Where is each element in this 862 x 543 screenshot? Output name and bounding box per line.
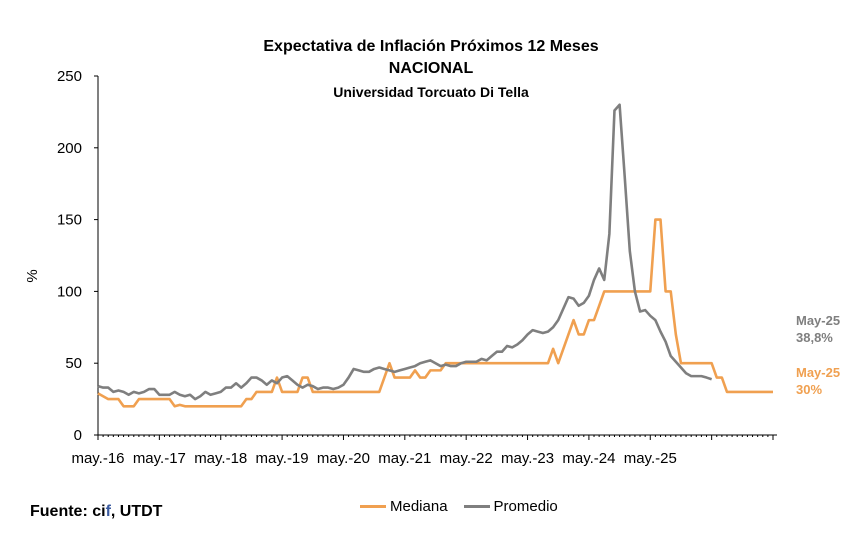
source-prefix: Fuente: (30, 503, 93, 520)
end-labels: May-25 30% May-25 38,8% (796, 313, 840, 397)
x-tick-label: may.-16 (71, 450, 124, 467)
x-tick-label: may.-22 (440, 450, 493, 467)
x-tick-label: may.-21 (378, 450, 431, 467)
legend-swatch-promedio (463, 505, 490, 508)
series-line-mediana (97, 218, 773, 408)
x-tick-label: may.-25 (624, 450, 677, 467)
legend-item-mediana: Mediana (360, 498, 448, 515)
y-axis: 0 50 100 150 200 250% (24, 68, 99, 444)
y-tick-label: 150 (57, 212, 82, 229)
x-tick-label: may.-19 (256, 450, 309, 467)
chart-title: Expectativa de Inflación Próximos 12 Mes… (263, 38, 599, 55)
source-suffix: , UTDT (110, 503, 163, 520)
y-tick-label: 0 (74, 427, 82, 444)
legend-label-mediana: Mediana (390, 498, 448, 515)
source-cif-f: f (105, 503, 111, 520)
chart-subtitle: NACIONAL (388, 60, 474, 77)
end-label-promedio: 38,8% (796, 330, 833, 345)
series-layer (97, 103, 773, 408)
legend-swatch-mediana (360, 505, 386, 508)
end-label-mediana: 30% (796, 382, 822, 397)
y-tick-label: 50 (65, 355, 82, 372)
y-tick-label: 200 (57, 140, 82, 157)
y-tick-label: 100 (57, 283, 82, 300)
source-cif-c: ci (92, 503, 106, 520)
end-label-mediana: May-25 (796, 365, 840, 380)
legend-label-promedio: Promedio (493, 498, 558, 515)
series-line-promedio (97, 103, 713, 401)
legend-item-promedio: Promedio (463, 498, 558, 515)
x-tick-label: may.-18 (194, 450, 247, 467)
y-tick-label: 250 (57, 68, 82, 85)
chart-source-institution: Universidad Torcuato Di Tella (333, 84, 529, 100)
x-tick-label: may.-17 (133, 450, 186, 467)
x-tick-label: may.-24 (562, 450, 615, 467)
x-axis: may.-16 may.-17 may.-18 may.-19 may.-20 may.-… (71, 434, 777, 467)
x-tick-label: may.-23 (501, 450, 554, 467)
x-tick-label: may.-20 (317, 450, 370, 467)
source-note: Fuente: cif, UTDT (30, 503, 162, 521)
legend: Mediana Promedio (360, 498, 574, 515)
y-axis-title: % (24, 269, 41, 282)
end-label-promedio: May-25 (796, 313, 840, 328)
